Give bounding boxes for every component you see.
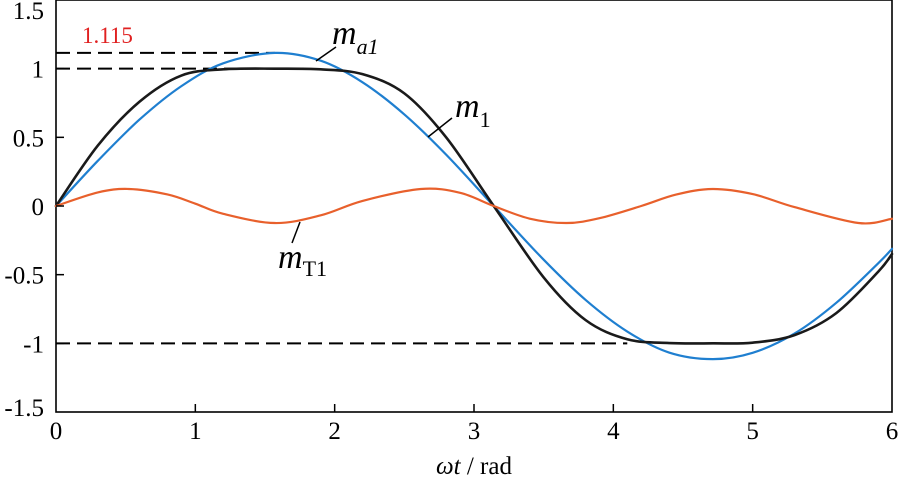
- series-label-mt1: mT1: [278, 239, 327, 281]
- x-tick-label: 6: [886, 418, 899, 445]
- y-tick-label: 1.5: [13, 0, 44, 25]
- series-label-ma1: ma1: [332, 15, 379, 59]
- series-label-m1: m1: [455, 88, 491, 132]
- x-tick-label: 0: [50, 418, 63, 445]
- annotation-1115: 1.115: [82, 23, 133, 48]
- y-tick-label: 0: [32, 194, 45, 221]
- x-tick-label: 1: [189, 418, 202, 445]
- series-lines: [54, 51, 894, 361]
- y-tick-label: -0.5: [4, 263, 44, 290]
- x-axis-title: ωt / rad: [436, 453, 512, 480]
- series-line-m-t1: [54, 187, 894, 225]
- x-axis-ticks: 0 1 2 3 4 5 6: [50, 404, 899, 445]
- y-tick-label: 1: [32, 57, 45, 84]
- y-tick-label: 0.5: [13, 125, 44, 152]
- label-leader-m1: [427, 117, 453, 138]
- x-tick-label: 3: [468, 418, 481, 445]
- label-leader-mt1: [291, 221, 301, 244]
- x-tick-label: 5: [746, 418, 759, 445]
- plot-frame: [55, 0, 893, 413]
- y-axis-ticks: 1.5 1 0.5 0 -0.5 -1 -1.5: [4, 0, 64, 422]
- label-leader-ma1: [315, 46, 337, 62]
- y-tick-label: -1: [23, 331, 44, 358]
- x-tick-label: 4: [607, 418, 620, 445]
- y-tick-label: -1.5: [4, 395, 44, 422]
- x-tick-label: 2: [328, 418, 341, 445]
- reference-lines: [56, 51, 628, 345]
